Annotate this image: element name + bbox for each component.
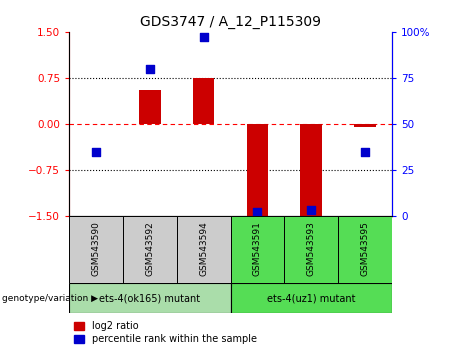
Text: ets-4(uz1) mutant: ets-4(uz1) mutant <box>267 293 355 303</box>
Bar <box>284 216 338 283</box>
Point <box>254 210 261 215</box>
Text: genotype/variation ▶: genotype/variation ▶ <box>2 294 98 303</box>
Bar <box>354 124 376 127</box>
Point <box>307 207 315 213</box>
Text: ets-4(ok165) mutant: ets-4(ok165) mutant <box>99 293 201 303</box>
Bar <box>69 283 230 313</box>
Point <box>92 149 100 154</box>
Text: GSM543593: GSM543593 <box>307 221 316 276</box>
Bar <box>193 78 214 124</box>
Point <box>361 149 369 154</box>
Bar <box>247 124 268 216</box>
Bar <box>177 216 230 283</box>
Bar <box>338 216 392 283</box>
Title: GDS3747 / A_12_P115309: GDS3747 / A_12_P115309 <box>140 16 321 29</box>
Bar <box>230 216 284 283</box>
Text: GSM543594: GSM543594 <box>199 221 208 276</box>
Bar <box>301 124 322 216</box>
Text: GSM543592: GSM543592 <box>145 221 154 276</box>
Bar <box>123 216 177 283</box>
Legend: log2 ratio, percentile rank within the sample: log2 ratio, percentile rank within the s… <box>74 321 256 344</box>
Text: GSM543591: GSM543591 <box>253 221 262 276</box>
Bar <box>139 90 160 124</box>
Text: GSM543595: GSM543595 <box>361 221 369 276</box>
Text: GSM543590: GSM543590 <box>92 221 100 276</box>
Point <box>146 66 154 72</box>
Point <box>200 35 207 40</box>
Bar <box>69 216 123 283</box>
Bar <box>230 283 392 313</box>
